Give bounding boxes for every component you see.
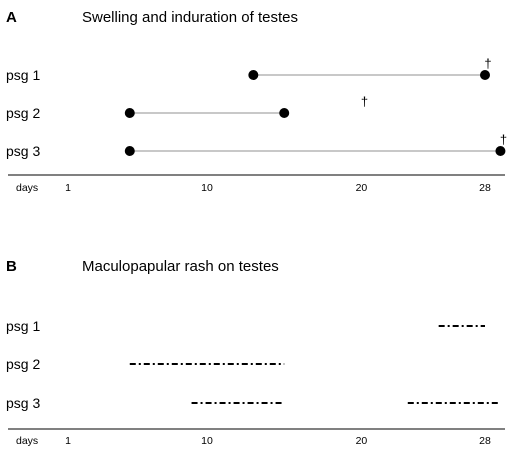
- panel-b-tick-28: 28: [479, 435, 491, 447]
- panel-a-row-3-start-dot: [124, 146, 135, 156]
- panel-a-tick-1: 1: [65, 182, 71, 194]
- panel-b-row-3-label: psg 3: [6, 395, 40, 411]
- panel-a-row-2-label: psg 2: [6, 105, 40, 121]
- panel-a-row-2-start-dot: [124, 108, 135, 118]
- panel-a-row-1-end-dot: [480, 70, 490, 80]
- panel-b-title: Maculopapular rash on testes: [82, 258, 279, 275]
- panel-b-row-2-label: psg 2: [6, 356, 40, 372]
- panel-a-row-3-label: psg 3: [6, 143, 40, 159]
- panel-a-row-1-label: psg 1: [6, 67, 40, 83]
- panel-a-x-axis-label: days: [16, 182, 38, 194]
- panel-b-tick-20: 20: [356, 435, 368, 447]
- panel-a-tick-10: 10: [201, 182, 213, 194]
- panel-a-letter: A: [6, 9, 17, 26]
- panel-a-row-3-death-marker: †: [500, 132, 507, 147]
- panel-a-row-2-death-marker: †: [361, 94, 368, 109]
- panel-b-x-axis-label: days: [16, 435, 38, 447]
- panel-a-row-1-start-dot: [248, 70, 259, 80]
- panel-a-title: Swelling and induration of testes: [82, 9, 298, 26]
- panel-a-tick-20: 20: [356, 182, 368, 194]
- panel-b-tick-1: 1: [65, 435, 71, 447]
- panel-b-tick-10: 10: [201, 435, 213, 447]
- panel-a-row-1-death-marker: †: [484, 56, 491, 71]
- panel-a-row-2-end-dot: [279, 108, 290, 118]
- panel-b-row-1-label: psg 1: [6, 318, 40, 334]
- panel-a-row-3-end-dot: [495, 146, 506, 156]
- panel-a-tick-28: 28: [479, 182, 491, 194]
- panel-b-letter: B: [6, 258, 17, 275]
